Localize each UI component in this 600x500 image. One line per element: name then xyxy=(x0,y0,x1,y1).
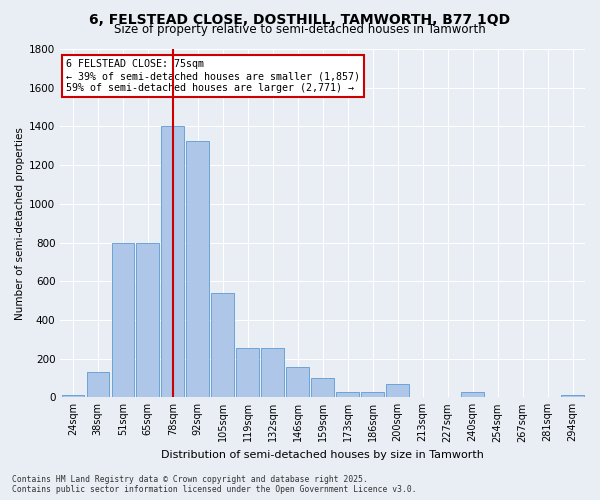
Text: Size of property relative to semi-detached houses in Tamworth: Size of property relative to semi-detach… xyxy=(114,22,486,36)
Text: 6, FELSTEAD CLOSE, DOSTHILL, TAMWORTH, B77 1QD: 6, FELSTEAD CLOSE, DOSTHILL, TAMWORTH, B… xyxy=(89,12,511,26)
Text: Contains HM Land Registry data © Crown copyright and database right 2025.
Contai: Contains HM Land Registry data © Crown c… xyxy=(12,474,416,494)
Bar xyxy=(561,396,584,398)
Bar xyxy=(386,384,409,398)
Bar xyxy=(86,372,109,398)
Bar xyxy=(161,126,184,398)
Bar xyxy=(112,242,134,398)
Bar xyxy=(136,242,159,398)
Bar xyxy=(187,141,209,398)
Bar xyxy=(337,392,359,398)
Bar xyxy=(361,392,384,398)
Bar xyxy=(211,293,234,398)
X-axis label: Distribution of semi-detached houses by size in Tamworth: Distribution of semi-detached houses by … xyxy=(161,450,484,460)
Bar xyxy=(262,348,284,398)
Y-axis label: Number of semi-detached properties: Number of semi-detached properties xyxy=(15,126,25,320)
Bar xyxy=(62,396,84,398)
Bar xyxy=(311,378,334,398)
Bar xyxy=(236,348,259,398)
Text: 6 FELSTEAD CLOSE: 75sqm
← 39% of semi-detached houses are smaller (1,857)
59% of: 6 FELSTEAD CLOSE: 75sqm ← 39% of semi-de… xyxy=(65,60,359,92)
Bar xyxy=(286,368,309,398)
Bar xyxy=(461,392,484,398)
